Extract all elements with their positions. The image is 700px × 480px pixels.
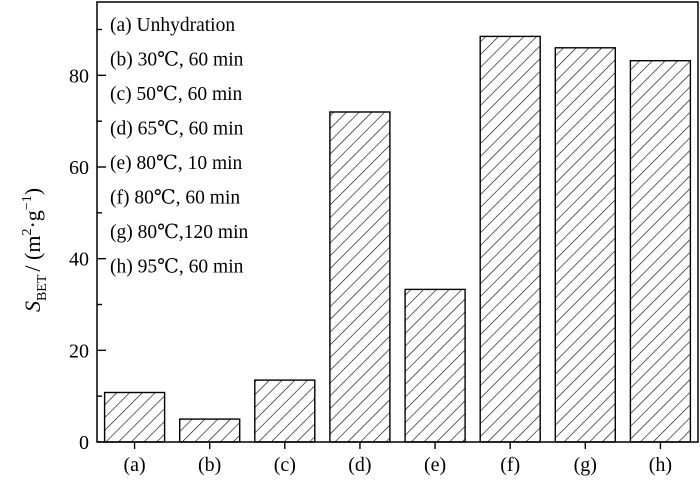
x-tick-label: (a) [123, 454, 145, 476]
y-label-unit-sup2: −1 [20, 195, 35, 210]
bar-f [479, 35, 541, 443]
bar-b [178, 418, 241, 443]
y-ticks-group: 0 20 40 60 80 [69, 28, 106, 454]
legend: (a) Unhydration (b) 30℃, 60 min (c) 50℃, 6… [110, 15, 249, 278]
bar-c [254, 379, 316, 443]
x-tick-label: (h) [649, 454, 672, 476]
bar-g [554, 47, 616, 443]
y-label-unit-mid: ·g [20, 210, 45, 228]
x-tick-label: (e) [424, 454, 446, 476]
y-label-unit-end: ) [20, 188, 45, 195]
y-axis-label: SBET / (m2·g−1) [20, 188, 50, 312]
bar-a [103, 391, 166, 443]
bars-group [103, 35, 692, 443]
x-tick-label: (c) [274, 454, 296, 476]
legend-entry: (b) 30℃, 60 min [110, 50, 244, 71]
x-ticks-group: (a) (b) (c) (d) (e) (f) (g) (h) [123, 442, 672, 476]
bar-h [629, 60, 692, 443]
x-tick-label: (f) [500, 454, 520, 476]
y-tick-label: 0 [79, 432, 89, 454]
legend-entry: (a) Unhydration [110, 15, 235, 36]
y-label-unit-start: / (m [20, 236, 45, 272]
y-tick-label: 80 [69, 65, 89, 87]
bar-e [404, 288, 466, 443]
y-tick-label: 20 [69, 340, 89, 362]
legend-entry: (h) 95℃, 60 min [110, 257, 244, 278]
y-tick-label: 40 [69, 249, 89, 271]
x-tick-label: (d) [348, 454, 371, 476]
legend-entry: (e) 80℃, 10 min [110, 153, 243, 174]
bar-d [329, 111, 391, 443]
legend-entry: (f) 80℃, 60 min [110, 188, 240, 209]
plot-frame [96, 1, 699, 443]
legend-entry: (g) 80℃,120 min [110, 222, 249, 243]
y-tick-label: 60 [69, 157, 89, 179]
x-tick-label: (b) [198, 454, 221, 476]
y-label-subscript: BET [35, 274, 50, 301]
legend-entry: (d) 65℃, 60 min [110, 119, 244, 140]
y-label-symbol: S [20, 301, 45, 312]
y-label-unit-sup1: 2 [20, 229, 35, 236]
axes-group [96, 1, 699, 443]
x-tick-label: (g) [574, 454, 597, 476]
legend-entry: (c) 50℃, 60 min [110, 84, 243, 105]
